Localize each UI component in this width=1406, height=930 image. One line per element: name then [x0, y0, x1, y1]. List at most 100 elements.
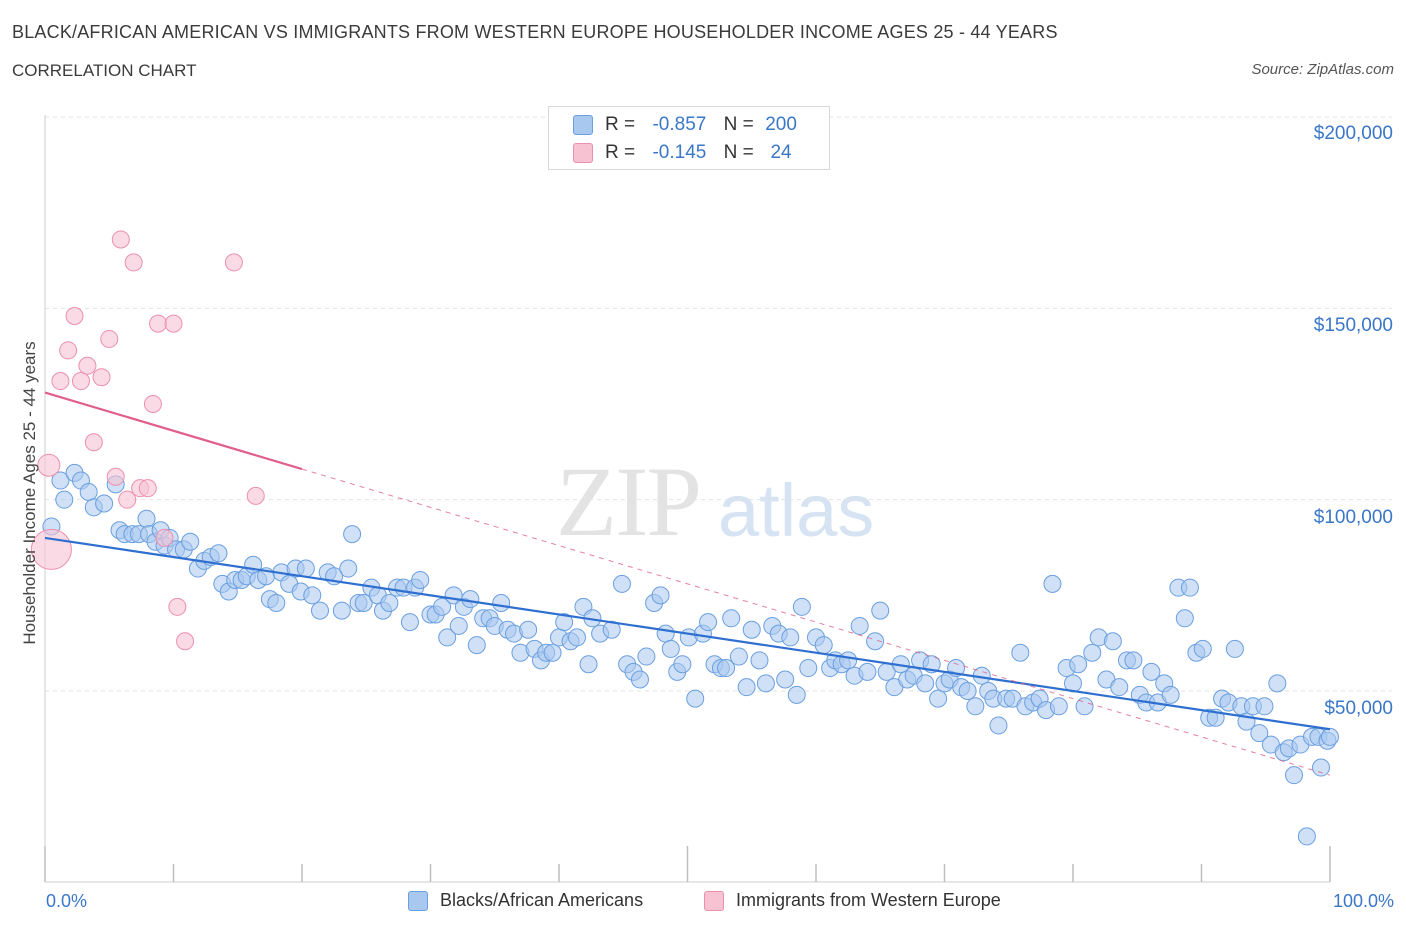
blacks-point [729, 647, 748, 666]
blacks-point [354, 593, 373, 612]
blacks-point [1083, 643, 1102, 662]
immigrants-point [143, 395, 162, 413]
data-points [30, 230, 1339, 846]
blacks-point [95, 494, 114, 513]
blacks-point [722, 609, 741, 628]
immigrants-point [224, 253, 243, 272]
immigrants-point [78, 356, 97, 375]
legend: R = -0.857 N = 200 R = -0.145 N = 24 [548, 106, 830, 170]
legend-r-label: R = [605, 114, 636, 135]
blacks-point [181, 532, 200, 551]
blacks-point [814, 636, 833, 655]
blacks-point [673, 655, 692, 674]
blacks-point [858, 662, 877, 681]
legend-n-value: 24 [770, 142, 792, 163]
immigrants-point [149, 314, 168, 333]
blacks-point [787, 685, 806, 704]
blacks-point [776, 670, 795, 689]
immigrants-point [51, 372, 70, 391]
blacks-point [1321, 727, 1339, 746]
blacks-point [781, 628, 800, 647]
blacks-point [579, 655, 598, 674]
chart-title: BLACK/AFRICAN AMERICAN VS IMMIGRANTS FRO… [12, 22, 1058, 42]
bottom-legend-label: Immigrants from Western Europe [736, 890, 1001, 910]
blacks-point [467, 636, 486, 655]
bottom-legend-blacks: Blacks/African Americans [408, 890, 643, 911]
immigrants-point [71, 372, 90, 391]
immigrants-point [106, 467, 125, 486]
blacks-point [79, 483, 98, 502]
blacks-point [699, 613, 718, 632]
blacks-point [51, 471, 70, 490]
blacks-point [267, 593, 286, 612]
blacks-point [555, 613, 574, 632]
immigrants-point [37, 453, 61, 477]
blacks-point [958, 682, 977, 700]
immigrants-trend-line [44, 391, 303, 471]
blacks-point [637, 647, 656, 666]
blacks-point [1225, 639, 1244, 658]
blacks-point [717, 659, 736, 678]
blacks-point [1124, 651, 1143, 670]
blacks-point [1011, 643, 1030, 662]
blacks-point [433, 597, 452, 616]
blacks-point [742, 620, 761, 639]
bottom-legend-immigrants: Immigrants from Western Europe [704, 890, 1001, 911]
blacks-point [567, 628, 586, 647]
blacks-point [209, 544, 228, 563]
blacks-point [1069, 655, 1088, 674]
immigrants-point [155, 528, 174, 547]
blacks-point [750, 651, 769, 670]
blacks-point [799, 659, 818, 678]
legend-r-label: R = [605, 142, 636, 163]
blacks-point [1075, 697, 1094, 716]
immigrants-point [100, 329, 119, 348]
immigrants-point [246, 486, 265, 505]
legend-r-value: -0.857 [652, 114, 707, 135]
y-tick-label: $50,000 [1324, 698, 1393, 719]
blacks-point [339, 559, 358, 578]
chart-subtitle: CORRELATION CHART [12, 61, 197, 80]
blacks-point [850, 616, 869, 635]
legend-row-immigrants: R = -0.145 N = 24 [573, 142, 803, 164]
blacks-trend-line [44, 536, 1331, 731]
blacks-point [137, 509, 156, 528]
blacks-point [1043, 574, 1062, 593]
immigrants-point [84, 433, 103, 452]
y-tick-label: $100,000 [1313, 507, 1393, 528]
immigrants-point [124, 253, 143, 272]
axes [44, 115, 1331, 883]
blacks-point [866, 632, 885, 651]
pink-swatch-icon [573, 143, 593, 163]
blacks-point [296, 559, 315, 578]
blue-swatch-icon [408, 890, 428, 911]
pink-swatch-icon [704, 890, 724, 911]
blacks-point [612, 574, 631, 593]
blacks-point [332, 601, 351, 620]
blacks-point [411, 571, 430, 590]
blacks-point [651, 586, 670, 605]
blacks-point [492, 593, 511, 612]
blacks-point [1285, 766, 1304, 785]
legend-row-blacks: R = -0.857 N = 200 [573, 114, 803, 136]
source-label: Source: ZipAtlas.com [1251, 61, 1394, 78]
immigrants-point [118, 490, 137, 509]
immigrants-point [164, 314, 183, 333]
blacks-point [756, 674, 775, 693]
blacks-point [438, 628, 457, 647]
blacks-point [303, 586, 322, 605]
blacks-point [966, 697, 985, 716]
blacks-point [1049, 697, 1068, 716]
blue-swatch-icon [573, 115, 593, 135]
y-tick-label: $150,000 [1313, 315, 1393, 336]
x-tick-label: 100.0% [1332, 891, 1394, 911]
trend-lines [44, 391, 1331, 776]
blacks-point [343, 525, 362, 544]
blacks-point [916, 674, 935, 693]
blacks-point [929, 689, 948, 708]
immigrants-point [176, 632, 195, 651]
blacks-point [400, 613, 419, 632]
blacks-point [1161, 685, 1180, 704]
blacks-point [1268, 674, 1287, 693]
